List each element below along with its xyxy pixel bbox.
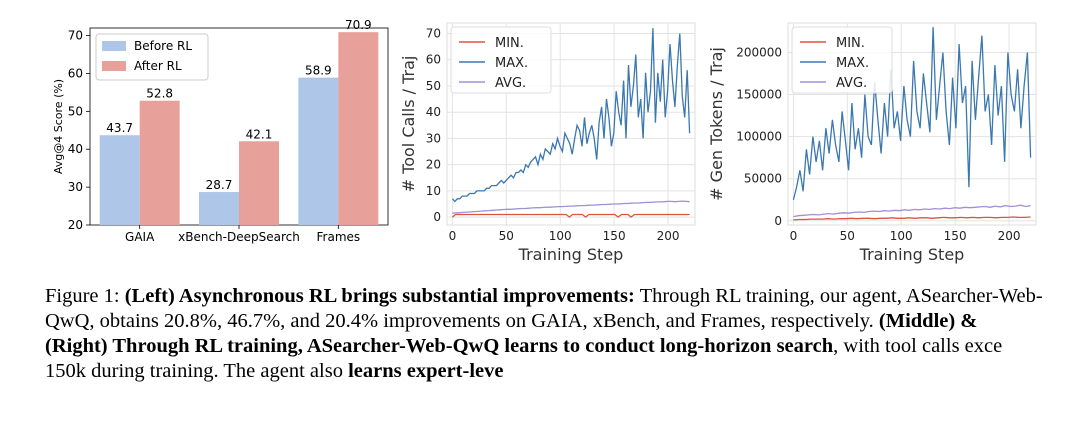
gen-tokens-chart-panel: 0 50 100 150 200 0 50000 100000 150000 200000 Trai… — [707, 22, 1037, 264]
legend-label: MAX. — [836, 56, 869, 71]
caption-text-3: 150k during training. The agent also — [45, 360, 349, 382]
x-tick-label: 50 — [499, 229, 514, 243]
y-tick-label: 70 — [68, 29, 83, 43]
series-line-avg — [793, 204, 1031, 218]
bar — [99, 135, 140, 225]
tool-calls-chart-panel: 0 50 100 150 200 0 10 20 30 40 50 60 70 Training Step… — [399, 22, 696, 264]
y-tick-label: 20 — [68, 218, 83, 232]
y-tick-label: 60 — [426, 53, 441, 67]
bar-value-label: 52.8 — [146, 87, 173, 101]
x-tick-label: 100 — [549, 229, 572, 243]
y-tick-label: 50 — [68, 104, 83, 118]
legend-label: MAX. — [495, 56, 528, 71]
blurred-overlay — [560, 380, 1080, 442]
caption-text-1: Through RL training, our agent, ASearche… — [45, 285, 1043, 332]
legend-label: AVG. — [836, 76, 867, 91]
legend-box — [450, 26, 552, 94]
x-tick-label: 150 — [603, 229, 626, 243]
y-tick-label: 40 — [426, 105, 441, 119]
legend-label: AVG. — [495, 76, 526, 91]
series-line-max — [451, 28, 691, 203]
bar — [298, 77, 339, 225]
x-tick-label: xBench-DeepSearch — [178, 230, 300, 244]
x-tick-label: 200 — [657, 229, 680, 243]
y-tick-label: 50 — [426, 79, 441, 93]
bar-value-label: 58.9 — [305, 64, 332, 78]
y-axis-label: # Gen Tokens / Traj — [707, 47, 726, 201]
legend-label: After RL — [134, 59, 182, 73]
y-tick-label: 0 — [774, 214, 782, 228]
legend-label: MIN. — [836, 36, 865, 51]
bar — [338, 32, 379, 225]
y-tick-label: 70 — [426, 26, 441, 40]
legend-label: Before RL — [134, 39, 192, 53]
y-tick-label: 150000 — [736, 88, 782, 102]
figure-panels: 20 30 40 50 60 70 Avg@4 Score (%) GAIA 43.7 52.8 x… — [52, 18, 1037, 264]
bar — [199, 192, 239, 225]
x-tick-label: 0 — [790, 229, 798, 243]
legend-swatch — [102, 61, 126, 71]
bar-value-label: 28.7 — [206, 178, 233, 192]
x-tick-label: 0 — [449, 229, 457, 243]
x-axis-label: Training Step — [859, 245, 965, 264]
y-tick-label: 200000 — [736, 45, 782, 59]
legend-box — [791, 26, 893, 94]
legend-label: MIN. — [495, 36, 524, 51]
bar — [239, 141, 279, 225]
x-tick-label: 200 — [998, 229, 1021, 243]
bar-value-label: 43.7 — [106, 121, 133, 135]
y-tick-label: 40 — [68, 142, 83, 156]
series-line-max — [792, 27, 1032, 200]
caption-bold-expert: learns expert-leve — [348, 360, 504, 382]
figure-caption: Figure 1: (Left) Asynchronous RL brings … — [45, 284, 1045, 384]
caption-lead: Figure 1: — [45, 285, 125, 307]
bar-value-label: 42.1 — [246, 127, 273, 141]
y-tick-label: 60 — [68, 66, 83, 80]
y-tick-label: 50000 — [744, 172, 782, 186]
legend-swatch — [102, 41, 126, 51]
y-axis-label: # Tool Calls / Traj — [399, 56, 418, 193]
y-tick-label: 30 — [68, 180, 83, 194]
caption-bold-left: (Left) Asynchronous RL brings substantia… — [124, 285, 635, 307]
series-line-min — [451, 213, 690, 218]
x-tick-label: Frames — [317, 230, 361, 244]
y-axis-label: Avg@4 Score (%) — [52, 79, 65, 174]
x-tick-label: 50 — [840, 229, 855, 243]
y-tick-label: 20 — [426, 158, 441, 172]
bar-chart-panel: 20 30 40 50 60 70 Avg@4 Score (%) GAIA 43.7 52.8 x… — [52, 18, 389, 244]
y-tick-label: 0 — [433, 210, 441, 224]
caption-bold-middle-right: (Middle) & (Right) Through RL training, … — [45, 310, 978, 357]
x-tick-label: GAIA — [125, 230, 155, 244]
series-line-min — [793, 216, 1031, 221]
x-axis-label: Training Step — [518, 245, 624, 264]
y-tick-label: 10 — [426, 184, 441, 198]
caption-text-2: , with tool calls exce — [833, 335, 1003, 357]
y-tick-label: 30 — [426, 131, 441, 145]
bar — [139, 100, 180, 225]
bar-value-label: 70.9 — [345, 18, 372, 32]
x-tick-label: 150 — [944, 229, 967, 243]
x-tick-label: 100 — [890, 229, 913, 243]
y-tick-label: 100000 — [736, 130, 782, 144]
series-line-avg — [452, 200, 690, 214]
